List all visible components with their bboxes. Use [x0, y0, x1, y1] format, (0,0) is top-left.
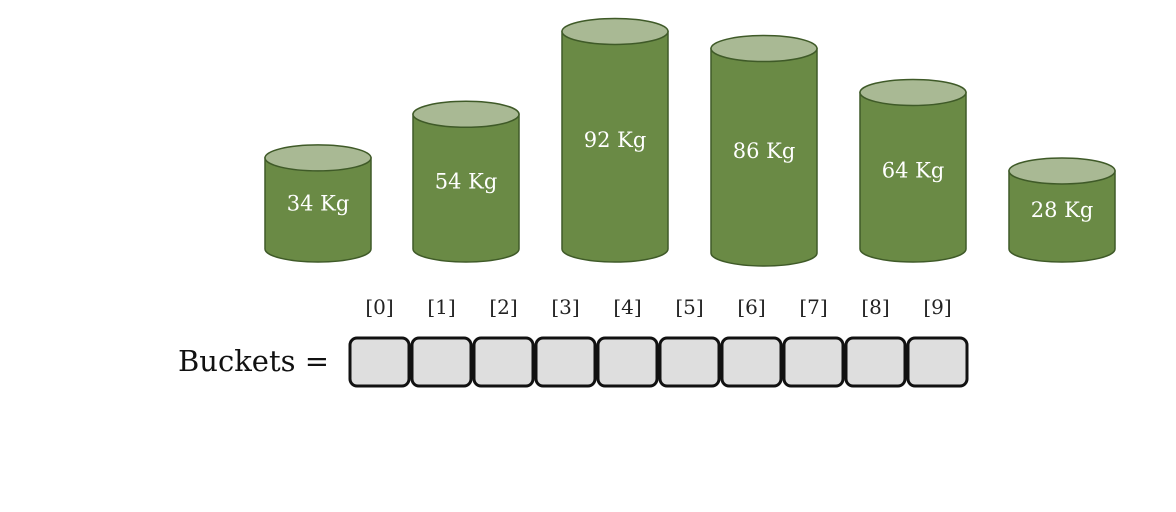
cylinders-group: 34 Kg 54 Kg 92 Kg 86 Kg 64 Kg 28 Kg: [264, 17, 1116, 267]
cylinder-weight-label: 92 Kg: [584, 128, 647, 152]
bucket-index-label: [5]: [675, 295, 703, 319]
cylinder-top: [1008, 157, 1116, 185]
cylinder-top: [561, 17, 669, 46]
bucket-index-label: [1]: [427, 295, 455, 319]
cylinder-5: 28 Kg: [1008, 157, 1116, 263]
cylinder-body: [264, 157, 372, 263]
cylinder-body: [561, 30, 669, 263]
bucket-cell-3: [534, 336, 597, 388]
cylinder-2: 92 Kg: [561, 17, 669, 263]
cylinder-weight-label: 28 Kg: [1031, 198, 1094, 222]
cylinder-weight-label: 54 Kg: [435, 170, 498, 194]
bucket-index-label: [2]: [489, 295, 517, 319]
cylinder-body: [859, 91, 967, 263]
bucket-cell-1: [410, 336, 473, 388]
cylinder-0: 34 Kg: [264, 144, 372, 263]
bucket-index-label: [4]: [613, 295, 641, 319]
cylinder-4: 64 Kg: [859, 78, 967, 263]
cylinder-top: [859, 78, 967, 107]
bucket-cell-9: [906, 336, 969, 388]
buckets-label: Buckets =: [178, 344, 329, 378]
bucket-cell-0: [348, 336, 411, 388]
bucket-index-label: [0]: [365, 295, 393, 319]
bucket-index-label: [8]: [861, 295, 889, 319]
cylinder-3: 86 Kg: [710, 34, 818, 267]
bucket-cell-6: [720, 336, 783, 388]
bucket-index-label: [9]: [923, 295, 951, 319]
bucket-index-label: [6]: [737, 295, 765, 319]
cylinder-top: [412, 100, 520, 129]
cylinder-top: [710, 34, 818, 63]
bucket-cell-4: [596, 336, 659, 388]
bucket-cell-8: [844, 336, 907, 388]
cylinder-body: [1008, 170, 1116, 263]
bucket-indices-group: [0] [1] [2] [3] [4] [5] [6] [7] [8] [9]: [365, 295, 951, 319]
buckets-array: [348, 336, 969, 388]
cylinder-1: 54 Kg: [412, 100, 520, 263]
bucket-cell-7: [782, 336, 845, 388]
bucket-index-label: [3]: [551, 295, 579, 319]
cylinder-weight-label: 86 Kg: [733, 139, 796, 163]
cylinder-top: [264, 144, 372, 172]
cylinder-weight-label: 64 Kg: [882, 159, 945, 183]
bucket-index-label: [7]: [799, 295, 827, 319]
cylinder-body: [412, 113, 520, 263]
bucket-cell-2: [472, 336, 535, 388]
cylinder-weight-label: 34 Kg: [287, 191, 350, 215]
cylinder-body: [710, 47, 818, 267]
bucket-cell-5: [658, 336, 721, 388]
